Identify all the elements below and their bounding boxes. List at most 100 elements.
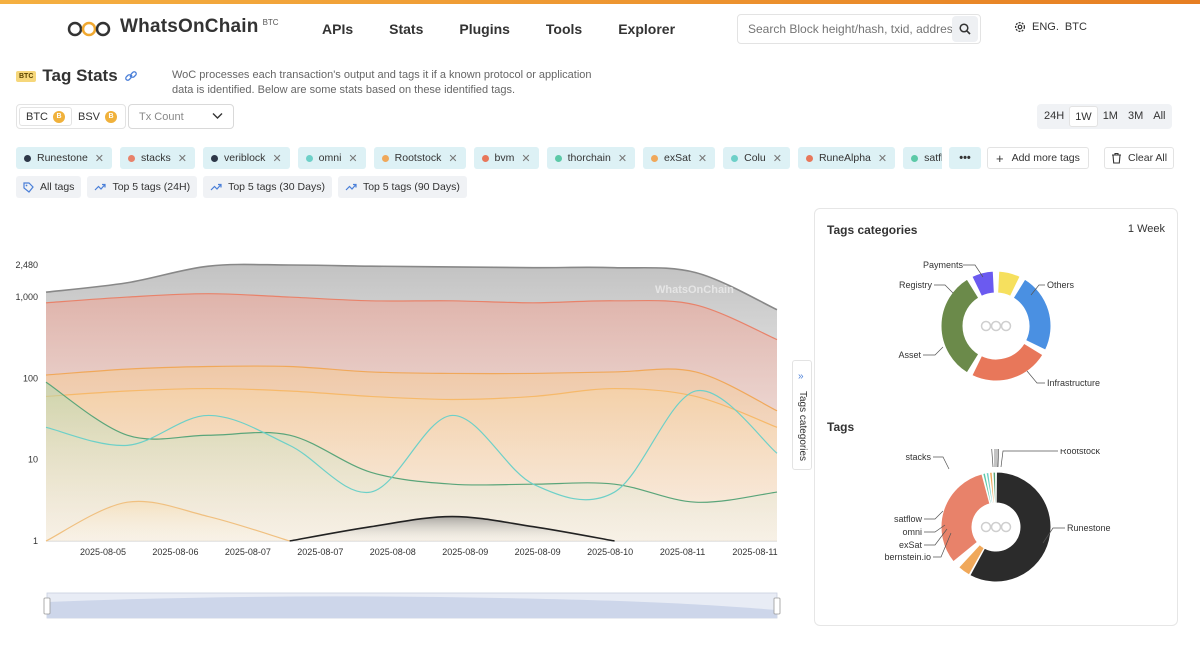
series-line[interactable] — [45, 390, 778, 501]
tag-chip[interactable]: exSat ✕ — [643, 147, 716, 169]
link-icon[interactable] — [124, 69, 138, 83]
series-line[interactable] — [45, 381, 778, 503]
tag-chip[interactable]: omni ✕ — [297, 147, 366, 169]
header-settings[interactable]: ENG. BTC — [1014, 21, 1087, 33]
leader-line — [933, 532, 952, 558]
close-icon[interactable]: ✕ — [772, 152, 782, 165]
nav-tools[interactable]: Tools — [545, 21, 583, 37]
gear-icon — [1014, 21, 1026, 33]
nav-stats[interactable]: Stats — [389, 21, 424, 37]
series-line[interactable] — [289, 515, 615, 542]
nav-apis[interactable]: APIs — [322, 21, 354, 37]
nav-explorer[interactable]: Explorer — [618, 21, 676, 37]
tag-chip[interactable]: bvm ✕ — [473, 147, 539, 169]
tag-chip[interactable]: satflow✕ — [903, 147, 942, 169]
tags-donut-chart[interactable]: RunestoneRootstockOpenchainCounterpartyP… — [815, 449, 1177, 609]
logo[interactable]: WhatsOnChain BTC — [66, 16, 279, 38]
navigator-handle-left[interactable] — [43, 597, 51, 615]
series-area — [46, 382, 777, 541]
donut-slice[interactable] — [1012, 278, 1052, 351]
close-icon[interactable]: ✕ — [94, 152, 105, 165]
series-line[interactable] — [45, 263, 778, 311]
donut-slice[interactable] — [969, 471, 1052, 583]
close-icon[interactable]: ✕ — [877, 152, 888, 165]
categories-title: Tags categories — [827, 223, 918, 237]
donut-label: Payments — [923, 260, 964, 270]
clear-all-button[interactable]: Clear All — [1104, 147, 1175, 169]
page-title-row: BTC Tag Stats — [16, 66, 138, 86]
tag-chip-label: RuneAlpha — [818, 152, 871, 164]
brand-network: BTC — [262, 18, 279, 27]
tag-chip-label: veriblock — [224, 152, 266, 164]
search-button[interactable] — [952, 16, 978, 42]
leader-line — [963, 264, 984, 278]
series-line[interactable] — [45, 293, 778, 341]
categories-donut-chart[interactable]: Payments Others Infrastructure Asset Registr… — [815, 249, 1177, 419]
tag-stats-chart[interactable]: 1 10 100 1,000 2,480 2025-08-05 2025-08-06 2025… — [0, 200, 800, 640]
trend-up-icon — [95, 183, 107, 191]
network-btc-button[interactable]: BTC B — [19, 107, 72, 126]
donut-slice[interactable] — [940, 473, 991, 563]
donut-slice[interactable] — [971, 342, 1044, 382]
preset-top5-24h[interactable]: Top 5 tags (24H) — [87, 176, 198, 198]
tag-chip[interactable]: thorchain ✕ — [546, 147, 636, 169]
tags-categories-side-tab[interactable]: » Tags categories — [792, 360, 812, 470]
y-tick-label: 2,480 — [15, 260, 38, 270]
tag-color-dot — [128, 154, 136, 162]
series-line[interactable] — [45, 500, 290, 542]
leader-line — [1000, 450, 1058, 468]
metric-select[interactable]: Tx Count — [128, 104, 234, 129]
navigator-handle-right[interactable] — [773, 597, 781, 615]
close-icon[interactable]: ✕ — [272, 152, 282, 165]
add-more-tags-button[interactable]: + Add more tags — [987, 147, 1089, 169]
x-tick-label: 2025-08-11 — [732, 547, 777, 557]
series-line[interactable] — [45, 365, 778, 412]
tag-chip[interactable]: veriblock ✕ — [203, 147, 290, 169]
tag-chip-label: Rootstock — [394, 152, 442, 164]
preset-top5-90d[interactable]: Top 5 tags (90 Days) — [337, 176, 467, 198]
tag-chip[interactable]: Colu ✕ — [723, 147, 790, 169]
network-bsv-button[interactable]: BSV B — [72, 107, 123, 126]
close-icon[interactable]: ✕ — [448, 152, 458, 165]
leader-line — [996, 449, 998, 467]
x-tick-label: 2025-08-11 — [660, 547, 705, 557]
tag-chip[interactable]: RuneAlpha ✕ — [797, 147, 896, 169]
range-24h-button[interactable]: 24H — [1044, 110, 1065, 122]
preset-label: Top 5 tags (30 Days) — [228, 181, 325, 193]
range-3m-button[interactable]: 3M — [1127, 110, 1144, 122]
close-icon[interactable]: ✕ — [348, 152, 358, 165]
double-chevron-icon: » — [798, 371, 804, 382]
donut-slice[interactable] — [940, 278, 980, 374]
search-input[interactable] — [738, 22, 953, 36]
preset-top5-30d[interactable]: Top 5 tags (30 Days) — [203, 176, 332, 198]
donut-label: Registry — [899, 280, 933, 290]
preset-label: Top 5 tags (24H) — [112, 181, 191, 193]
range-1m-button[interactable]: 1M — [1102, 110, 1118, 122]
close-icon[interactable]: ✕ — [177, 152, 187, 165]
preset-all-tags[interactable]: All tags — [16, 176, 82, 198]
donut-slice[interactable] — [971, 270, 995, 297]
series-line[interactable] — [45, 387, 778, 428]
tag-chip[interactable]: Runestone ✕ — [16, 147, 113, 169]
tag-chip[interactable]: stacks ✕ — [120, 147, 195, 169]
tag-color-dot — [481, 154, 489, 162]
donut-label: bernstein.io — [884, 552, 931, 562]
network-bsv-label: BSV — [78, 110, 101, 123]
close-icon[interactable]: ✕ — [697, 152, 708, 165]
tag-chip[interactable]: Rootstock ✕ — [373, 147, 466, 169]
range-all-button[interactable]: All — [1153, 110, 1166, 122]
donut-slice[interactable] — [992, 471, 997, 504]
close-icon[interactable]: ✕ — [617, 152, 628, 165]
close-icon[interactable]: ✕ — [521, 152, 531, 165]
page-description: WoC processes each transaction's output … — [172, 69, 592, 96]
more-tags-button[interactable]: ••• — [949, 147, 981, 169]
donut-slice[interactable] — [997, 270, 1021, 297]
network-btc-label: BTC — [26, 110, 48, 123]
trend-up-icon — [345, 183, 357, 191]
donut-label: omni — [902, 527, 922, 537]
nav-plugins[interactable]: Plugins — [459, 21, 510, 37]
range-1w-button[interactable]: 1W — [1069, 106, 1098, 127]
tag-color-dot — [911, 154, 919, 162]
header: WhatsOnChain BTC APIs Stats Plugins Tool… — [0, 4, 1200, 52]
trash-icon — [1112, 152, 1121, 164]
